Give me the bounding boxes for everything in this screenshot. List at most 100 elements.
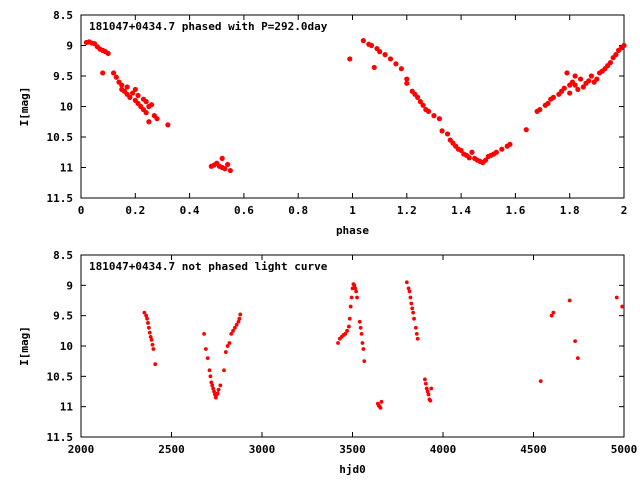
data-point	[205, 356, 210, 361]
data-point	[225, 161, 231, 168]
unphased-light-curve-panel: 2000 2500 3000 3500 4000 4500 5000 8.5 9 9.5 10 10.…	[18, 249, 637, 476]
data-point	[229, 331, 234, 336]
data-point	[350, 286, 355, 291]
data-point	[423, 377, 427, 382]
data-point	[149, 338, 154, 342]
data-point	[493, 149, 499, 155]
data-point	[222, 368, 226, 373]
data-point	[424, 386, 429, 391]
data-point	[113, 74, 119, 80]
data-point	[209, 380, 214, 385]
data-point	[362, 359, 367, 364]
data-point	[428, 398, 433, 403]
y-tick-label: 9.5	[53, 70, 73, 83]
data-point	[218, 383, 223, 388]
data-point	[343, 331, 348, 336]
data-point	[439, 128, 445, 134]
x-tick-label: 1.6	[505, 204, 525, 217]
y-tick-label: 11.5	[47, 431, 74, 444]
data-point	[567, 90, 573, 96]
y-tick-label: 9	[66, 40, 73, 53]
phased-light-curve-panel: 0 0.2 0.4 0.6 0.8 1 1.2 1.4 1.6 1.8 2 8.5 9 9.5 10 10.5…	[18, 9, 627, 237]
data-point	[417, 99, 423, 105]
chart-title: 181047+0434.7 not phased light curve	[89, 260, 328, 273]
data-point	[210, 383, 215, 388]
data-point	[368, 42, 375, 49]
data-point	[353, 286, 358, 291]
data-point	[607, 59, 614, 66]
x-axis-label: phase	[336, 224, 369, 237]
y-tick-label: 10.5	[47, 131, 74, 144]
data-point	[387, 56, 394, 62]
data-point	[143, 99, 149, 105]
data-point	[361, 347, 366, 351]
x-tick-label: 2500	[158, 443, 185, 456]
data-point	[146, 321, 150, 325]
data-point	[352, 283, 357, 288]
data-point	[151, 347, 156, 351]
x-tick-label: 0.4	[180, 204, 200, 217]
data-point	[431, 113, 437, 119]
data-point	[620, 304, 625, 309]
data-point	[564, 70, 570, 76]
data-point	[410, 306, 415, 311]
data-point	[404, 76, 410, 82]
data-point	[573, 339, 578, 344]
data-point	[238, 312, 243, 317]
data-point	[142, 310, 147, 315]
data-point	[354, 289, 359, 294]
data-point	[469, 149, 475, 155]
data-point	[444, 131, 451, 137]
data-point	[537, 106, 543, 113]
x-tick-label: 0.2	[125, 204, 145, 217]
data-point	[398, 66, 404, 72]
y-tick-label: 11	[60, 162, 74, 175]
x-tick-label: 2000	[68, 443, 95, 456]
data-point	[538, 379, 543, 384]
data-point	[550, 94, 557, 100]
data-point	[355, 295, 359, 300]
data-point	[549, 313, 554, 318]
data-point	[347, 56, 353, 62]
data-point	[216, 387, 221, 392]
y-tick-label: 9.5	[53, 310, 73, 323]
plot-frame	[80, 254, 625, 438]
y-tick-label: 10	[60, 340, 73, 353]
chart-title: 181047+0434.7 phased with P=292.0day	[89, 20, 328, 33]
data-point	[412, 316, 416, 321]
data-point	[572, 82, 578, 88]
x-tick-label: 1.2	[397, 204, 417, 217]
data-point	[499, 146, 505, 152]
y-tick-label: 11	[60, 401, 74, 414]
data-point	[150, 342, 155, 347]
data-point	[360, 341, 365, 345]
data-point	[132, 86, 138, 93]
x-tick-label: 2	[621, 204, 628, 217]
data-point	[154, 116, 160, 122]
data-point	[425, 389, 430, 394]
data-point	[207, 368, 212, 373]
data-point	[586, 78, 592, 84]
data-point	[415, 336, 420, 341]
x-tick-label: 3500	[339, 443, 366, 456]
data-point	[523, 127, 529, 133]
data-point	[215, 391, 220, 396]
data-point	[404, 80, 410, 86]
data-point	[545, 100, 551, 107]
data-point	[100, 70, 106, 76]
data-point	[404, 280, 409, 285]
data-point	[211, 386, 216, 391]
data-point	[143, 110, 149, 116]
data-point	[359, 331, 364, 336]
data-point	[129, 90, 136, 96]
x-tick-label: 4500	[520, 443, 547, 456]
data-point	[146, 119, 152, 125]
data-point	[227, 167, 233, 174]
data-point	[349, 295, 354, 300]
data-point	[621, 42, 627, 49]
data-point	[409, 301, 414, 306]
data-point	[466, 155, 472, 161]
data-point	[377, 49, 383, 55]
data-point	[148, 102, 155, 108]
data-point	[165, 122, 171, 128]
